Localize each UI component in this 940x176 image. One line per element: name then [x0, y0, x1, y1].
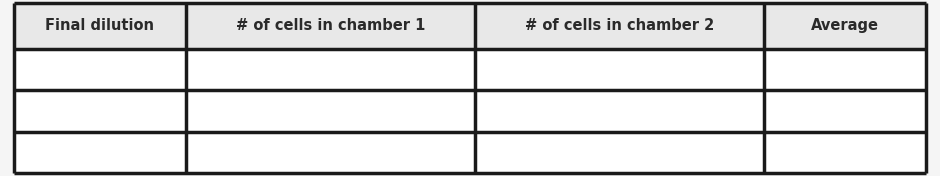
Bar — [475, 90, 764, 132]
Text: # of cells in chamber 1: # of cells in chamber 1 — [236, 18, 425, 33]
Bar — [14, 3, 186, 49]
Bar — [764, 90, 926, 132]
Bar — [186, 132, 475, 173]
Bar — [186, 3, 475, 49]
Bar — [764, 49, 926, 90]
Bar — [764, 132, 926, 173]
Bar — [475, 3, 764, 49]
Bar — [14, 90, 186, 132]
Bar — [186, 49, 475, 90]
Bar — [186, 90, 475, 132]
Text: # of cells in chamber 2: # of cells in chamber 2 — [525, 18, 714, 33]
Bar — [14, 49, 186, 90]
Text: Average: Average — [811, 18, 879, 33]
Bar — [14, 132, 186, 173]
Bar — [475, 49, 764, 90]
Text: Final dilution: Final dilution — [45, 18, 154, 33]
Bar — [764, 3, 926, 49]
Bar — [475, 132, 764, 173]
